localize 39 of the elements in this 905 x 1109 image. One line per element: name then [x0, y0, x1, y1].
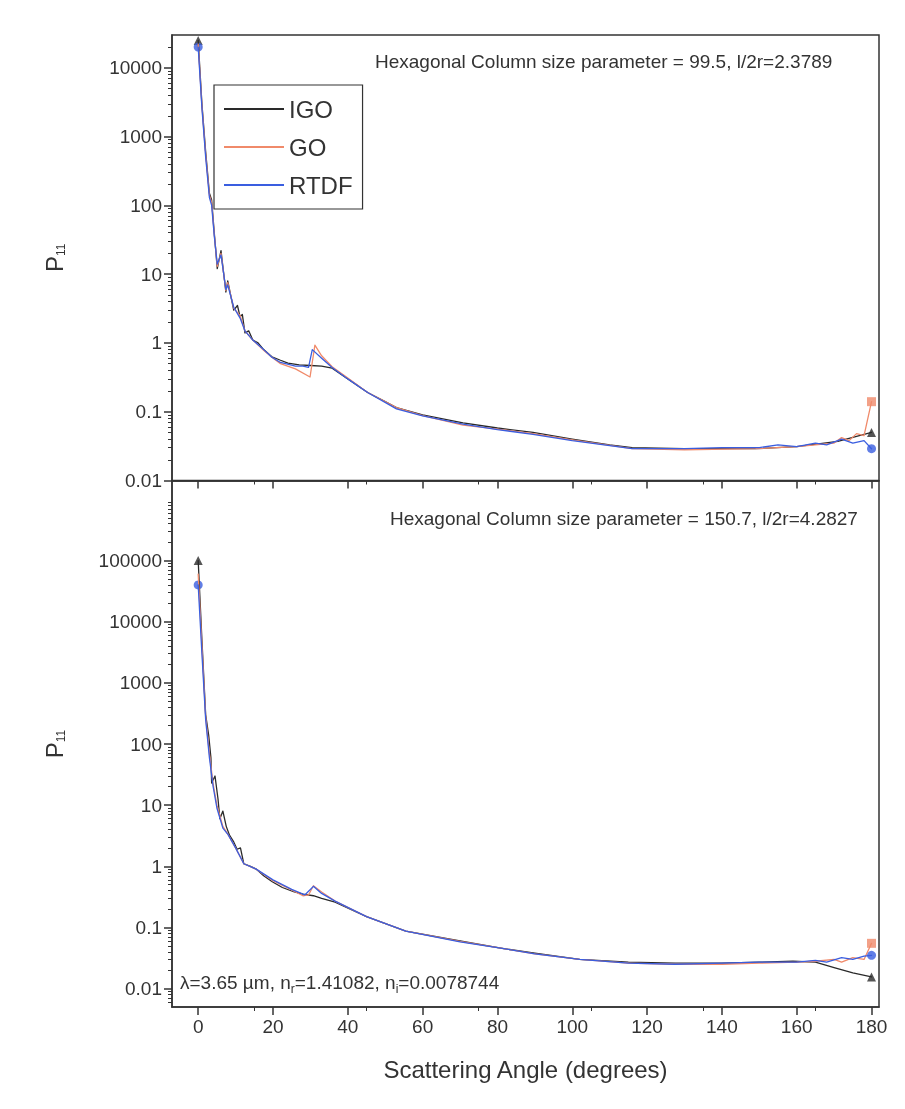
y-tick-label: 10000 [109, 611, 162, 633]
x-tick-label: 140 [706, 1016, 738, 1037]
y-tick-label: 10000 [109, 57, 162, 79]
x-tick-label: 40 [337, 1016, 359, 1037]
y-axis-title: P11 [40, 729, 68, 759]
x-tick-label: 160 [780, 1016, 813, 1037]
x-tick-label: 60 [412, 1016, 434, 1037]
x-axis-title: Scattering Angle (degrees) [383, 1055, 668, 1083]
point [867, 972, 877, 982]
x-tick-label: 180 [855, 1016, 888, 1037]
x-tick-label: 20 [262, 1016, 284, 1037]
point [867, 427, 877, 437]
y-tick-label: 0.1 [135, 916, 162, 938]
y-tick-label: 0.01 [125, 978, 162, 1000]
x-tick-label: 0 [192, 1016, 204, 1037]
point [867, 950, 877, 960]
y-tick-label: 100000 [98, 550, 162, 572]
legend-label: GO [289, 133, 327, 161]
legend-label: RTDF [289, 171, 353, 199]
y-tick-label: 1000 [119, 672, 162, 694]
y-tick-label: 1 [151, 332, 162, 354]
y-axis-title: P11 [40, 243, 68, 272]
y-tick-label: 0.01 [125, 470, 162, 491]
y-tick-label: 100 [130, 733, 162, 755]
point [867, 938, 877, 948]
x-tick-label: 100 [556, 1016, 589, 1037]
y-tick-label: 10 [140, 794, 162, 816]
y-tick-label: 1000 [119, 126, 162, 148]
x-tick-label: 120 [631, 1016, 663, 1037]
point [867, 444, 877, 454]
x-tick-label: 80 [486, 1016, 509, 1037]
y-tick-label: 100 [130, 194, 162, 216]
point [867, 397, 877, 407]
legend-label: IGO [289, 95, 334, 123]
y-tick-label: 10 [140, 263, 162, 285]
text: Hexagonal Column size parameter = 99.5, l/2r=2.3789 [375, 51, 833, 72]
y-tick-label: 1 [151, 855, 162, 877]
y-tick-label: 0.1 [135, 401, 162, 423]
text: Hexagonal Column size parameter = 150.7, l/2r=4.2827 [390, 508, 858, 529]
